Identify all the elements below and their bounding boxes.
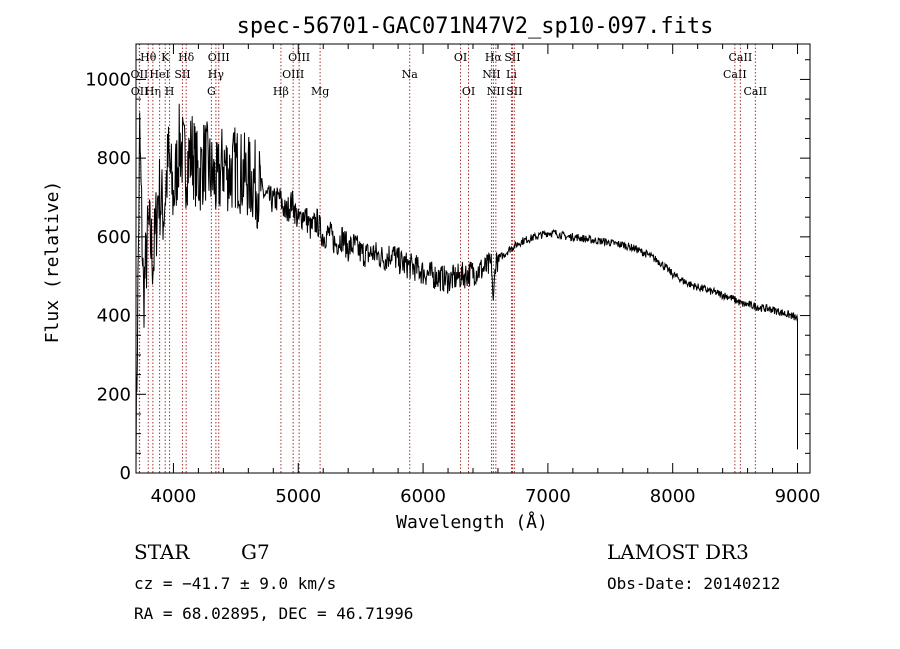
x-axis-label: Wavelength (Å) xyxy=(396,511,548,533)
x-tick-label-5: 9000 xyxy=(775,486,821,507)
marker-label-18: OI xyxy=(462,85,475,98)
object-subclass: G7 xyxy=(241,540,270,564)
marker-label-27: CaII xyxy=(743,85,767,98)
y-tick-label-1: 200 xyxy=(97,384,131,405)
y-tick-label-5: 1000 xyxy=(85,69,131,90)
series-line-0 xyxy=(135,103,798,474)
marker-label-3: Hη xyxy=(145,85,161,98)
marker-label-10: Hγ xyxy=(208,68,225,81)
marker-label-14: OIII xyxy=(288,51,310,64)
x-tick-label-4: 8000 xyxy=(650,486,696,507)
marker-label-15: Mg xyxy=(311,85,329,98)
marker-label-0: Hθ xyxy=(140,51,157,64)
survey-name: LAMOST DR3 xyxy=(607,540,749,564)
marker-label-22: Li xyxy=(506,68,517,81)
marker-label-6: H xyxy=(165,85,175,98)
marker-label-12: Hβ xyxy=(273,85,289,98)
x-tick-label-1: 5000 xyxy=(275,486,321,507)
marker-label-2: OII xyxy=(131,85,149,98)
marker-label-4: HeI xyxy=(149,68,169,81)
x-tick-label-3: 7000 xyxy=(525,486,571,507)
marker-label-17: OI xyxy=(454,51,467,64)
x-tick-label-0: 4000 xyxy=(151,486,197,507)
series-layer xyxy=(135,103,798,474)
plot-frame xyxy=(135,43,811,474)
redshift-text: cz = −41.7 ± 9.0 km/s xyxy=(134,574,337,593)
obs-date: Obs-Date: 20140212 xyxy=(607,574,781,593)
marker-label-21: NII xyxy=(487,85,505,98)
marker-label-24: SII xyxy=(506,85,522,98)
marker-label-5: K xyxy=(161,51,170,64)
y-tick-label-2: 400 xyxy=(97,306,131,327)
y-tick-label-4: 800 xyxy=(97,148,131,169)
marker-label-13: OIII xyxy=(282,68,304,81)
axis-ticks: 4000 5000 6000 7000 8000 9000 0 200 400 600 800 100… xyxy=(85,44,820,507)
y-tick-label-3: 600 xyxy=(97,227,131,248)
marker-label-7: Hδ xyxy=(178,51,195,64)
coordinates: RA = 68.02895, DEC = 46.71996 xyxy=(134,604,414,623)
object-class: STAR xyxy=(134,540,190,564)
y-axis-label: Flux (relative) xyxy=(42,181,63,344)
marker-label-11: G xyxy=(207,85,216,98)
marker-label-20: NII xyxy=(482,68,500,81)
marker-label-26: CaII xyxy=(729,51,753,64)
x-tick-label-2: 6000 xyxy=(400,486,446,507)
marker-label-8: SII xyxy=(174,68,190,81)
marker-label-23: SII xyxy=(504,51,520,64)
y-tick-label-0: 0 xyxy=(120,463,131,484)
marker-label-19: Hα xyxy=(485,51,503,64)
marker-label-1: OII xyxy=(131,68,149,81)
chart-title: spec-56701-GAC071N47V2_sp10-097.fits xyxy=(237,14,714,39)
marker-label-25: CaII xyxy=(723,68,747,81)
marker-label-9: OIII xyxy=(208,51,230,64)
marker-label-16: Na xyxy=(402,68,419,81)
